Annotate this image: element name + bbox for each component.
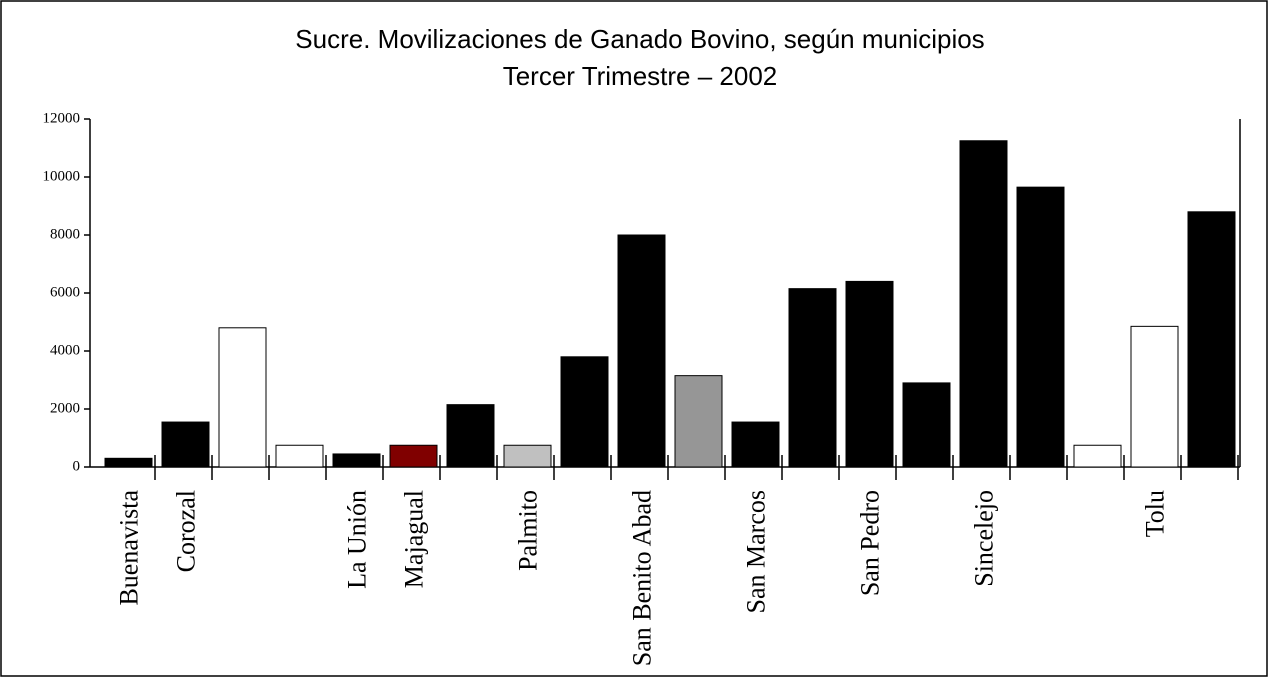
bar: [275, 444, 324, 468]
y-tick-label: 12000: [43, 110, 81, 126]
y-tick-label: 10000: [43, 168, 81, 184]
x-tick-label: San Marcos: [741, 490, 770, 613]
bar: [902, 382, 951, 468]
x-tick-label: Sincelejo: [969, 490, 998, 587]
bar: [1187, 211, 1236, 468]
bar: [104, 457, 153, 468]
bar: [1130, 325, 1179, 468]
bar: [560, 356, 609, 468]
bar: [731, 421, 780, 468]
y-tick-label: 8000: [50, 226, 80, 242]
bar: [332, 453, 381, 468]
bar: [959, 140, 1008, 468]
x-tick-label: Buenavista: [114, 490, 143, 606]
x-tick-label: San Pedro: [855, 490, 884, 596]
y-tick-label: 2000: [50, 400, 80, 416]
x-tick-label: Corozal: [171, 490, 200, 572]
y-tick-label: 0: [73, 458, 81, 474]
x-tick-label: La Unión: [342, 490, 371, 589]
chart-title: Sucre. Movilizaciones de Ganado Bovino, …: [295, 24, 984, 54]
bar: [218, 327, 267, 468]
y-tick-label: 6000: [50, 284, 80, 300]
bar: [161, 421, 210, 468]
x-tick-label: Tolu: [1140, 490, 1169, 537]
bar: [1073, 444, 1122, 468]
x-tick-label: Palmito: [513, 490, 542, 571]
x-tick-label: San Benito Abad: [627, 490, 656, 666]
y-tick-label: 4000: [50, 342, 80, 358]
bar: [503, 444, 552, 468]
bar: [446, 404, 495, 468]
x-tick-label: Majagual: [399, 490, 428, 588]
bar: [788, 288, 837, 468]
bar: [674, 375, 723, 468]
bar: [845, 280, 894, 468]
bar: [389, 444, 438, 468]
bar: [617, 234, 666, 468]
bar: [1016, 186, 1065, 468]
chart-subtitle: Tercer Trimestre – 2002: [503, 61, 778, 91]
